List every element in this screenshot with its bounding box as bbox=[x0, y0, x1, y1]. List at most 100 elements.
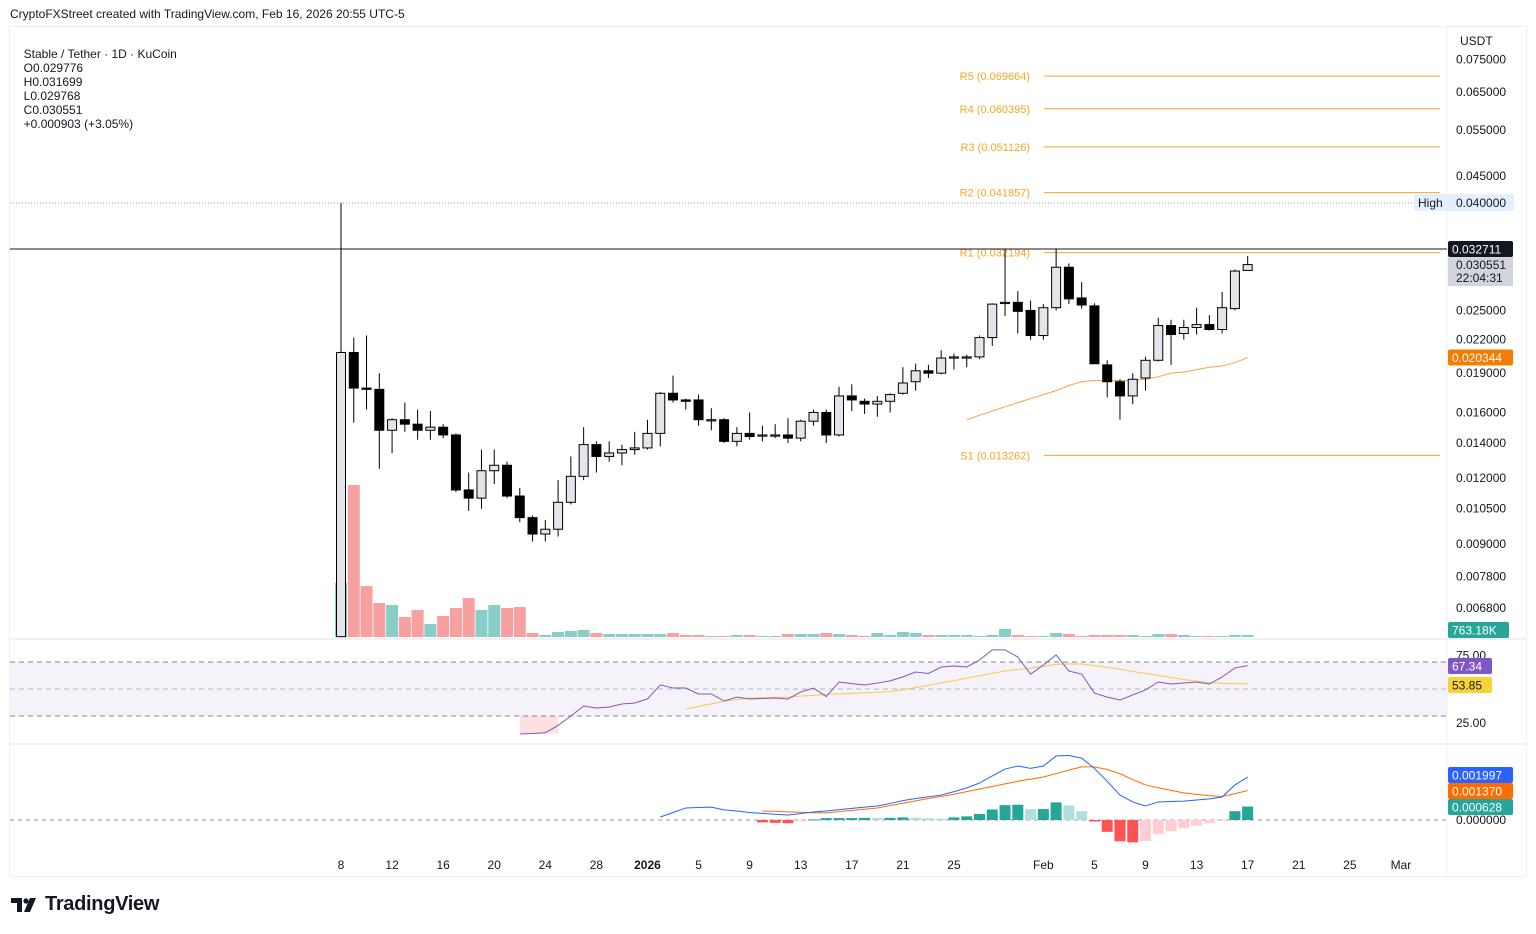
price-axis-label: 0.007800 bbox=[1456, 570, 1506, 584]
macd-histogram-bar bbox=[1191, 820, 1203, 826]
volume-bar bbox=[437, 616, 450, 637]
volume-bar bbox=[743, 635, 756, 637]
legend-symbol[interactable]: Stable / Tether · 1D · KuCoin bbox=[23, 47, 177, 61]
macd-histogram-bar bbox=[948, 817, 960, 820]
volume-bar bbox=[628, 634, 641, 637]
pivot-label: S1 (0.013262) bbox=[960, 450, 1030, 462]
high-tag-bg bbox=[1414, 193, 1514, 211]
time-axis-label: 25 bbox=[947, 858, 961, 872]
candle-bullish bbox=[1178, 327, 1189, 335]
rsi-value-tag: 67.34 bbox=[1452, 660, 1482, 674]
volume-bar bbox=[781, 634, 794, 637]
signal-value-tag: 0.001370 bbox=[1452, 785, 1502, 799]
macd-histogram-bar bbox=[884, 817, 896, 820]
candle-bearish bbox=[463, 489, 474, 499]
macd-histogram-bar bbox=[986, 809, 998, 820]
high-label: High bbox=[1418, 196, 1443, 210]
candle-bearish bbox=[438, 426, 449, 436]
candle-bearish bbox=[744, 432, 755, 438]
volume-bar bbox=[1011, 635, 1024, 637]
macd-value-tag-bg bbox=[1448, 767, 1513, 783]
pivot-label: R4 (0.060395) bbox=[960, 104, 1030, 116]
macd-histogram-bar bbox=[1076, 811, 1088, 820]
candle-bearish bbox=[1025, 309, 1036, 337]
volume-bar bbox=[641, 634, 654, 637]
price-axis-label: 0.055000 bbox=[1456, 123, 1506, 137]
histogram-value-tag: 0.000628 bbox=[1452, 801, 1502, 815]
volume-bar bbox=[1139, 636, 1152, 637]
macd-histogram-bar bbox=[1088, 820, 1100, 822]
price-axis-label: 0.019000 bbox=[1456, 366, 1506, 380]
candle-bullish bbox=[642, 432, 653, 449]
macd-value-tag: 0.001997 bbox=[1452, 769, 1502, 783]
symbol-legend[interactable]: Stable / Tether · 1D · KuCoin O0.029776 … bbox=[17, 33, 183, 131]
price-axis-label: 0.075000 bbox=[1456, 52, 1506, 66]
macd-histogram-bar bbox=[1114, 820, 1126, 842]
candle-bearish bbox=[1102, 364, 1113, 383]
candle-bearish bbox=[374, 388, 385, 431]
candle-bearish bbox=[412, 423, 423, 431]
candle-bearish bbox=[782, 434, 793, 439]
candle-bullish bbox=[336, 351, 346, 638]
volume-bar bbox=[411, 610, 424, 637]
volume-bar bbox=[807, 634, 820, 637]
candle-bullish bbox=[834, 395, 845, 436]
volume-bar bbox=[1101, 635, 1114, 637]
volume-bar bbox=[1050, 633, 1063, 637]
candle-bullish bbox=[808, 411, 819, 422]
time-axis-label: 13 bbox=[1190, 858, 1204, 872]
volume-bar bbox=[973, 636, 986, 637]
rsi-oversold-fill bbox=[519, 716, 559, 734]
macd-line bbox=[660, 754, 1248, 818]
tradingview-logo[interactable]: TradingView bbox=[11, 893, 159, 916]
volume-bar bbox=[386, 605, 399, 637]
volume-bar bbox=[679, 635, 692, 637]
candle-bullish bbox=[629, 447, 640, 451]
candle-bullish bbox=[706, 419, 717, 422]
legend-close: C0.030551 bbox=[23, 103, 83, 117]
tradingview-logo-icon bbox=[11, 897, 36, 912]
volume-bar bbox=[922, 635, 935, 637]
time-axis-label: 9 bbox=[1142, 858, 1149, 872]
candle-bullish bbox=[974, 337, 985, 358]
volume-bar bbox=[1228, 635, 1241, 637]
macd-signal-line bbox=[762, 766, 1248, 814]
candle-bearish bbox=[923, 370, 934, 374]
macd-histogram-bar bbox=[795, 820, 807, 822]
volume-bar bbox=[871, 633, 884, 637]
legend-low: L0.029768 bbox=[23, 89, 81, 103]
volume-bar bbox=[986, 635, 999, 637]
candle-bearish bbox=[1012, 301, 1023, 312]
volume-bar bbox=[667, 633, 680, 637]
macd-histogram-bar bbox=[859, 817, 871, 820]
macd-histogram-bar bbox=[999, 805, 1011, 820]
volume-tag-bg bbox=[1448, 622, 1509, 638]
high-value: 0.040000 bbox=[1456, 196, 1506, 210]
volume-bar bbox=[1113, 635, 1126, 637]
macd-histogram-bar bbox=[922, 818, 934, 820]
last-price-tag-bg bbox=[1448, 257, 1513, 286]
volume-bar bbox=[794, 634, 807, 637]
candle-bearish bbox=[1114, 381, 1125, 397]
time-axis-label: 28 bbox=[590, 858, 604, 872]
time-axis-label: 2026 bbox=[634, 858, 661, 872]
rsi-axis-label: 25.00 bbox=[1456, 716, 1486, 730]
volume-bar bbox=[1177, 635, 1190, 637]
volume-bar bbox=[1241, 634, 1254, 637]
currency-label[interactable]: USDT bbox=[1460, 34, 1493, 48]
candle-bearish bbox=[361, 387, 372, 390]
chart-frame[interactable] bbox=[9, 26, 1527, 877]
volume-bar bbox=[1075, 636, 1088, 637]
rsi-ma-line bbox=[685, 663, 1248, 710]
price-axis-label: 0.009000 bbox=[1456, 537, 1506, 551]
rsi-line bbox=[519, 649, 1248, 735]
candle-bullish bbox=[948, 356, 959, 359]
macd-histogram-bar bbox=[846, 818, 858, 820]
candle-bullish bbox=[1153, 325, 1164, 361]
price-axis-label: 0.006800 bbox=[1456, 601, 1506, 615]
histogram-value-tag-bg bbox=[1448, 799, 1513, 815]
macd-histogram-bar bbox=[833, 818, 845, 820]
volume-bar bbox=[564, 631, 577, 637]
macd-histogram-bar bbox=[1037, 809, 1049, 820]
